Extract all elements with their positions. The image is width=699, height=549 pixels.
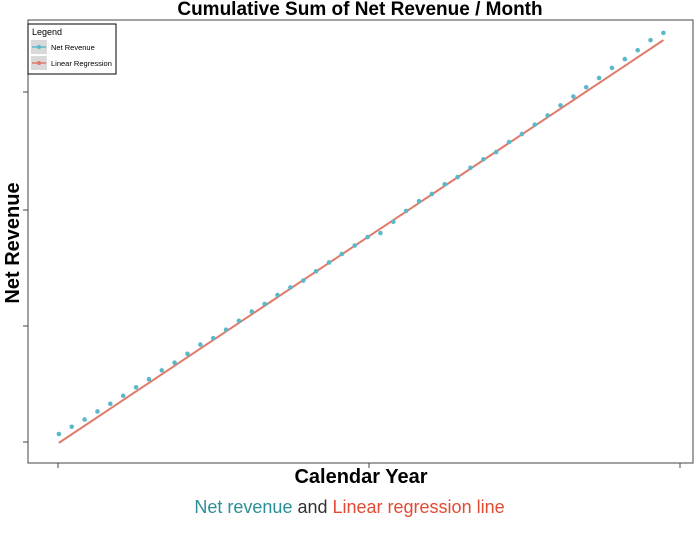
data-point — [648, 37, 653, 43]
data-point — [429, 191, 435, 197]
data-point — [95, 409, 100, 414]
data-point — [223, 327, 229, 332]
data-point — [571, 94, 576, 99]
data-point — [622, 56, 628, 62]
data-point — [82, 417, 87, 422]
data-point — [352, 243, 358, 248]
legend-key-point-lr — [37, 61, 41, 65]
data-point — [249, 309, 255, 314]
data-point — [468, 165, 473, 171]
data-point — [390, 219, 396, 225]
data-point — [609, 65, 615, 71]
data-point — [481, 157, 486, 162]
regression-line-layer — [58, 39, 664, 444]
data-point — [120, 393, 126, 399]
chart-title: Cumulative Sum of Net Revenue / Month — [177, 0, 542, 20]
regression-line — [58, 39, 664, 444]
x-axis-label: Calendar Year — [294, 466, 427, 488]
data-point — [403, 208, 409, 214]
caption-and: and — [292, 497, 333, 517]
data-point — [56, 431, 62, 437]
data-point — [378, 230, 383, 236]
data-point — [172, 360, 177, 366]
caption: Net revenue and Linear regression line — [0, 497, 699, 518]
data-point — [506, 139, 512, 145]
caption-net-revenue: Net revenue — [194, 497, 293, 517]
data-point — [300, 278, 306, 283]
data-point — [339, 251, 345, 257]
data-point — [185, 351, 190, 357]
data-point — [146, 376, 152, 382]
data-point — [365, 234, 370, 240]
data-point — [455, 174, 460, 180]
data-point — [198, 342, 203, 347]
data-point — [275, 292, 280, 298]
data-point — [69, 424, 75, 430]
data-point — [159, 368, 165, 373]
data-point — [262, 301, 267, 307]
data-point — [442, 182, 448, 187]
data-point — [596, 75, 602, 81]
legend-title: Legend — [32, 27, 62, 37]
data-point — [583, 84, 589, 90]
caption-linear-regression: Linear regression line — [332, 497, 505, 517]
legend-entry-linear-regression: Linear Regression — [51, 59, 112, 68]
data-point — [416, 198, 422, 204]
legend-key-point-net — [37, 45, 41, 49]
data-point — [661, 30, 666, 36]
data-point — [313, 269, 319, 274]
data-point — [558, 103, 563, 108]
net-revenue-points — [56, 30, 666, 437]
data-point — [545, 113, 550, 118]
data-point — [326, 260, 332, 265]
data-point — [635, 47, 640, 53]
data-point — [288, 285, 293, 290]
data-point — [532, 122, 538, 128]
legend: Legend Net Revenue Linear Regression — [27, 23, 117, 75]
data-point — [236, 318, 242, 324]
data-point — [133, 384, 139, 390]
y-axis-label: Net Revenue — [2, 182, 24, 303]
x-axis-ticks — [57, 463, 681, 468]
data-point — [108, 401, 113, 407]
data-point — [519, 131, 525, 137]
data-point — [493, 149, 499, 155]
y-axis-ticks — [23, 91, 28, 443]
data-point — [210, 335, 216, 341]
legend-entry-net-revenue: Net Revenue — [51, 43, 95, 52]
